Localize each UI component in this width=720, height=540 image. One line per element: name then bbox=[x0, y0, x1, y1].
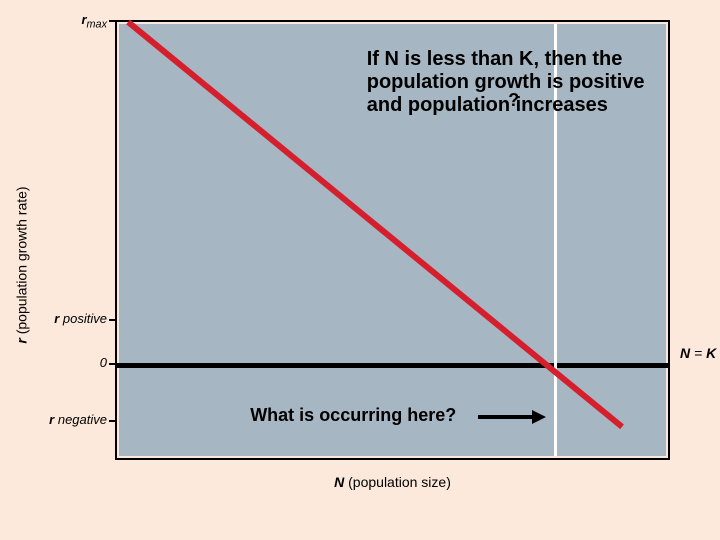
y-tick-label: r positive bbox=[54, 311, 107, 326]
annotation-question-mark: ? bbox=[508, 90, 519, 111]
y-tick-mark bbox=[109, 420, 115, 422]
n-equals-k-label: N = K bbox=[680, 345, 716, 361]
y-tick-label: r negative bbox=[49, 412, 107, 427]
y-axis-label-text: r (population growth rate) bbox=[14, 186, 30, 343]
x-axis-label: N (population size) bbox=[115, 474, 670, 490]
y-axis-label: r (population growth rate) bbox=[12, 10, 32, 520]
plot-area-outer: N = K If N is less than K, then the popu… bbox=[115, 20, 670, 460]
chart-container: r (population growth rate) N = K If N is… bbox=[30, 10, 690, 520]
arrow-icon bbox=[478, 410, 546, 424]
y-tick-mark bbox=[109, 363, 115, 365]
y-tick-mark bbox=[109, 20, 115, 22]
plot-border: N = K If N is less than K, then the popu… bbox=[115, 20, 670, 460]
y-tick-label: rmax bbox=[81, 12, 107, 31]
arrow-shaft bbox=[478, 415, 532, 419]
y-tick-mark bbox=[109, 319, 115, 321]
arrow-head bbox=[532, 410, 546, 424]
y-tick-label: 0 bbox=[100, 355, 107, 370]
annotation-bottom: What is occurring here? bbox=[250, 405, 456, 426]
